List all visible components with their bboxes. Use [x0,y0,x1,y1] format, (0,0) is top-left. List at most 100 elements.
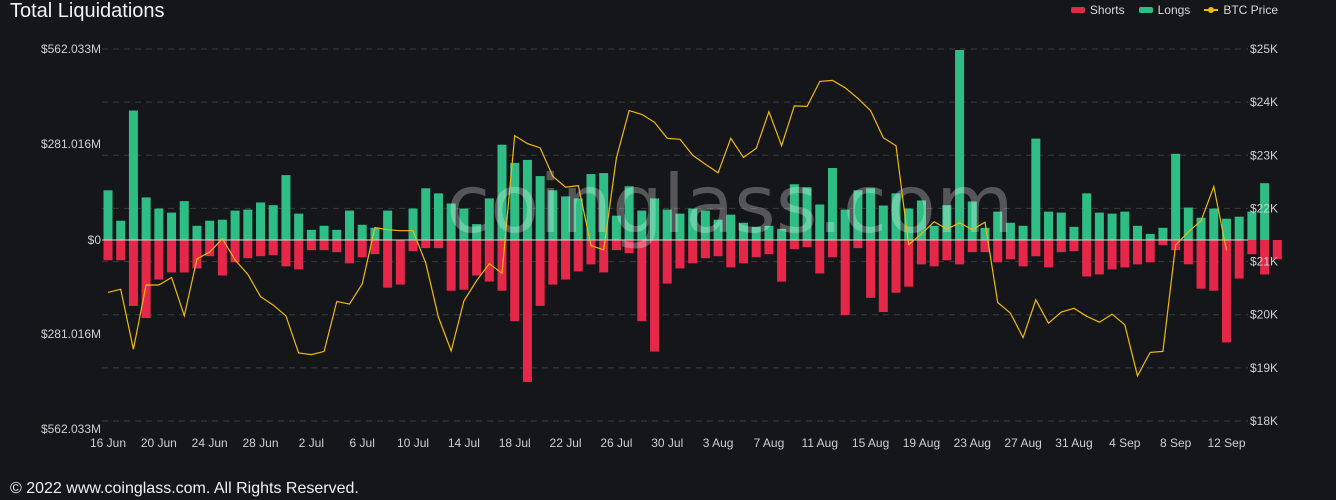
longs-bar [141,197,151,240]
legend-item-btc-price[interactable]: BTC Price [1204,3,1278,17]
y-left-tick-label: $281.016M [41,327,101,341]
shorts-bar [827,240,837,258]
shorts-bar [713,240,723,257]
longs-bar [1018,225,1028,240]
longs-bar [586,174,596,240]
shorts-bar [459,240,469,290]
grid-lines [102,48,1248,422]
watermark: coinglass.com [446,158,1014,251]
shorts-bar [967,240,977,253]
longs-bar [1196,217,1206,240]
shorts-bar [1120,240,1130,268]
legend-swatch-btc-price [1204,7,1219,13]
longs-bar [904,208,914,240]
shorts-bar [1031,240,1041,257]
longs-bar [294,213,304,240]
longs-bar [1107,213,1117,240]
shorts-bar [1005,240,1015,260]
x-tick-label: 16 Jun [90,436,126,450]
shorts-bar [929,240,939,267]
longs-bar [866,188,876,240]
longs-bar [408,208,418,240]
shorts-bar [586,240,596,265]
x-tick-label: 23 Aug [954,436,991,450]
shorts-bar [955,240,965,265]
longs-bar [1120,211,1130,240]
longs-bar [916,200,926,240]
shorts-bar [1234,240,1244,279]
shorts-bar [230,240,240,263]
longs-bar [497,144,507,240]
shorts-bar [1056,240,1066,253]
x-tick-label: 2 Jul [299,436,324,450]
longs-bar [128,110,138,240]
x-tick-label: 7 Aug [754,436,785,450]
x-tick-label: 11 Aug [802,436,838,450]
longs-bar [700,210,710,240]
longs-bar [243,209,253,240]
longs-bar [955,50,965,240]
longs-bar [624,186,634,240]
shorts-bar [294,240,304,270]
shorts-bar [916,240,926,265]
longs-bar [319,225,329,240]
shorts-bar [853,240,863,249]
shorts-bar [433,240,443,249]
shorts-bar [1183,240,1193,265]
shorts-bar [522,240,532,382]
longs-bar [167,212,177,240]
y-left-tick-label: $0 [88,233,102,247]
shorts-bar [891,240,901,293]
shorts-bar [268,240,278,256]
shorts-bar [1107,240,1117,270]
longs-bar [739,222,748,240]
longs-bar [268,205,278,240]
shorts-bar [1209,240,1219,291]
shorts-bar [281,240,291,267]
longs-bar [281,175,291,240]
shorts-bar [167,240,177,273]
x-tick-label: 3 Aug [703,436,734,450]
y-right-tick-label: $21K [1250,255,1278,269]
shorts-bar [128,240,138,306]
x-tick-label: 22 Jul [550,436,582,450]
longs-bar [815,204,825,240]
legend-item-longs[interactable]: Longs [1138,3,1190,17]
legend-item-shorts[interactable]: Shorts [1070,3,1125,17]
longs-bar [967,201,977,240]
x-tick-label: 27 Aug [1004,436,1041,450]
y-left-tick-label: $281.016M [41,137,101,151]
longs-bar [548,190,558,240]
shorts-bar [777,240,787,282]
shorts-bar [319,240,329,251]
shorts-bar [561,240,571,280]
longs-bar [370,227,380,240]
longs-bar [599,173,609,240]
longs-bar [827,167,837,240]
longs-bar [777,228,787,240]
longs-bar [116,220,126,240]
longs-bar [535,176,545,240]
shorts-bar [243,240,253,259]
longs-bar [1133,225,1143,240]
longs-bar [713,219,723,240]
longs-bar [217,219,227,240]
longs-bar [1158,227,1168,240]
longs-bar [611,215,621,240]
longs-bar [878,205,888,240]
legend-label-btc-price: BTC Price [1223,3,1278,17]
shorts-bar [726,240,736,268]
shorts-bar [802,240,812,248]
y-right-tick-label: $20K [1250,308,1278,322]
shorts-bar [866,240,876,298]
longs-bar [522,159,532,240]
shorts-bar [535,240,545,306]
shorts-bar [154,240,164,280]
shorts-bar [1272,240,1282,260]
longs-bar [751,226,761,240]
y-right-tick-label: $23K [1250,148,1278,162]
shorts-bar [256,240,266,257]
x-tick-label: 24 Jun [192,436,228,450]
x-tick-label: 30 Jul [651,436,683,450]
longs-bar [1234,216,1244,240]
